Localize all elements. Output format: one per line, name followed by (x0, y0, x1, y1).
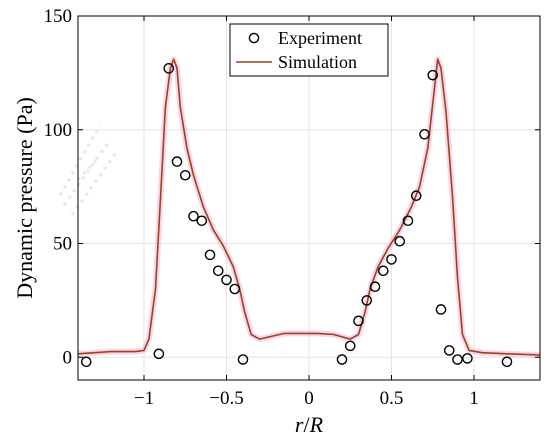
experiment-point-1 (153, 348, 165, 360)
x-tick-label-1: −0.5 (209, 388, 243, 409)
experiment-point-15 (361, 295, 373, 306)
experiment-point-28 (501, 356, 513, 368)
experiment-point-2 (163, 63, 175, 74)
experiment-point-24 (435, 304, 447, 315)
faint-artifact-1 (62, 139, 112, 206)
legend-label-experiment: Experiment (278, 28, 362, 48)
y-tick-label-1: 50 (53, 234, 72, 255)
faint-artifact-2 (70, 149, 120, 216)
x-axis-title-var: r (295, 412, 304, 437)
y-axis-title: Dynamic pressure (Pa) (12, 97, 37, 299)
experiment-point-8 (212, 265, 224, 277)
experiment-point-19 (394, 235, 406, 247)
y-tick-label-3: 150 (44, 6, 73, 27)
x-axis-title: r/R (295, 412, 324, 437)
series-layer (77, 56, 541, 368)
experiment-point-27 (462, 353, 473, 364)
experiment-point-9 (221, 274, 232, 286)
experiment-point-5 (188, 210, 199, 222)
experiment-point-21 (410, 190, 422, 202)
ticks: −1 −0.5 0 0.5 1 0 50 100 150 (44, 6, 540, 409)
experiment-point-23 (427, 69, 439, 81)
experiment-point-17 (377, 265, 389, 277)
experiment-point-22 (419, 128, 430, 140)
experiment-point-13 (344, 340, 356, 352)
y-tick-label-2: 100 (44, 120, 73, 141)
legend-box (229, 23, 389, 77)
experiment-point-4 (179, 169, 191, 181)
experiment-point-11 (237, 354, 249, 365)
legend-label-simulation: Simulation (278, 52, 357, 72)
experiment-point-18 (386, 254, 397, 265)
simulation-line (77, 58, 541, 356)
experiment-point-25 (443, 345, 455, 356)
experiment-point-7 (204, 249, 216, 261)
experiment-point-26 (452, 354, 463, 365)
x-axis-title-sep: / (303, 412, 310, 437)
experiment-point-3 (171, 156, 183, 167)
legend: Experiment Simulation (229, 23, 389, 77)
x-tick-label-3: 0.5 (380, 388, 404, 409)
y-tick-label-0: 0 (63, 347, 73, 368)
faint-artifact-0 (58, 124, 102, 196)
experiment-point-20 (402, 215, 414, 227)
experiment-point-10 (229, 283, 241, 295)
legend-marker-experiment (248, 32, 260, 44)
x-tick-label-2: 0 (304, 388, 314, 409)
experiment-point-0 (80, 356, 92, 368)
experiment-point-6 (196, 215, 208, 227)
experiment-point-16 (369, 281, 381, 293)
experiment-point-14 (353, 315, 364, 327)
experiment-point-12 (336, 354, 348, 365)
x-tick-label-0: −1 (134, 388, 154, 409)
x-axis-title-den: R (309, 412, 324, 437)
x-tick-label-4: 1 (469, 388, 479, 409)
